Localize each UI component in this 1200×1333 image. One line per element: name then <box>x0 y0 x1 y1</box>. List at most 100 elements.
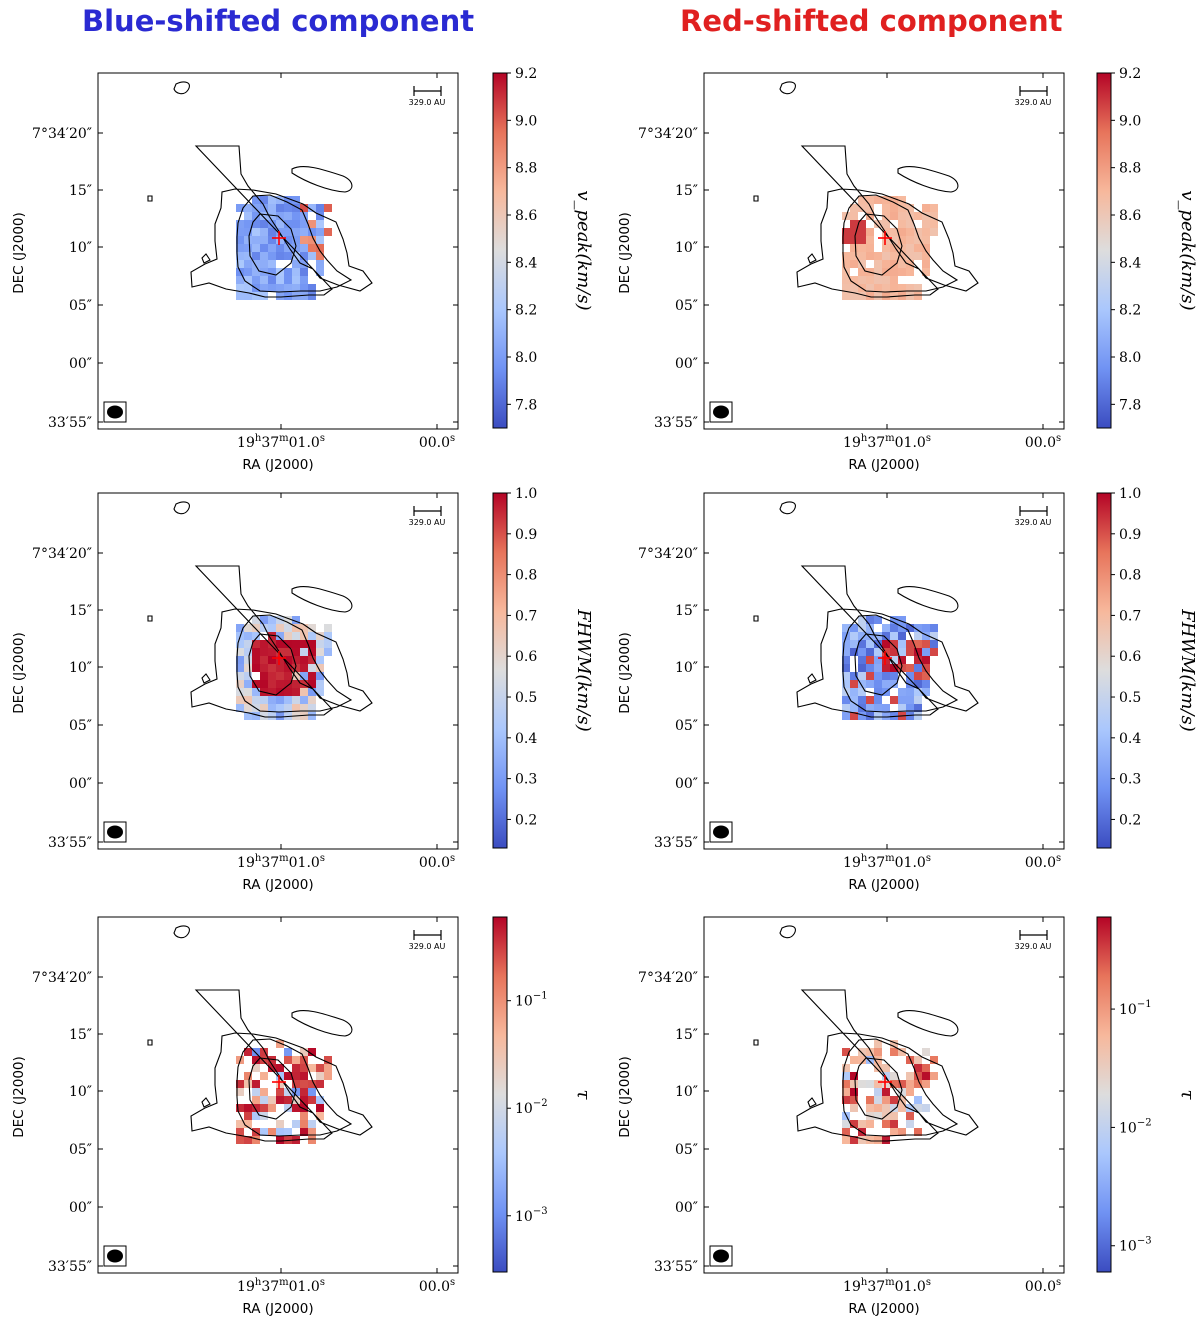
heatmap-pixel <box>850 236 858 244</box>
heatmap-pixel <box>874 712 882 720</box>
heatmap-pixel <box>260 292 268 300</box>
heatmap-pixel <box>244 656 252 664</box>
heatmap-pixel <box>898 640 906 648</box>
heatmap-pixel <box>276 204 284 212</box>
contour-rightblob <box>291 586 353 613</box>
heatmap-pixel <box>244 688 252 696</box>
heatmap-pixel <box>858 220 866 228</box>
heatmap-pixel <box>300 672 308 680</box>
heatmap-pixel <box>866 1048 874 1056</box>
heatmap-pixel <box>300 624 308 632</box>
colorbar-tick-label: 8.2 <box>515 303 537 319</box>
contour-middle <box>236 614 353 713</box>
contour-topblob <box>173 501 190 515</box>
heatmap-pixel <box>268 648 276 656</box>
heatmap-pixel <box>276 212 284 220</box>
colorbar-label: τ <box>1177 1090 1198 1101</box>
heatmap-pixel <box>858 688 866 696</box>
heatmap-pixel <box>244 704 252 712</box>
colorbar-tick-label: 8.2 <box>1119 303 1141 319</box>
heatmap-pixel <box>890 1048 898 1056</box>
heatmap-pixel <box>890 656 898 664</box>
colorbar-tick-label: 8.6 <box>515 208 537 224</box>
heatmap-pixel <box>308 688 316 696</box>
ytick-label: 05″ <box>675 718 698 734</box>
heatmap-pixel <box>858 656 866 664</box>
heatmap-pixel <box>842 276 850 284</box>
heatmap-pixel <box>858 1048 866 1056</box>
heatmap-pixel <box>276 252 284 260</box>
heatmap-pixel <box>244 1136 252 1144</box>
contour-small2 <box>807 1097 817 1108</box>
heatmap-pixel <box>922 680 930 688</box>
panel-red-tau: 329.0 AU 7°34′20″ 15″ 10″ 05″ 00″ 33′55″ 19h37m… <box>617 916 1198 1317</box>
heatmap-pixel <box>260 1128 268 1136</box>
heatmap-pixel <box>890 680 898 688</box>
heatmap-pixel <box>300 1088 308 1096</box>
contour-small2 <box>201 673 211 684</box>
heatmap-pixel <box>866 196 874 204</box>
heatmap-pixel <box>300 1072 308 1080</box>
heatmap-pixel <box>906 712 914 720</box>
ytick-label: 00″ <box>675 1200 698 1216</box>
colorbar-tick-label: 8.8 <box>1119 161 1141 177</box>
heatmap-pixel <box>850 1104 858 1112</box>
heatmap-pixel <box>268 252 276 260</box>
plot-area: 329.0 AU 7°34′20″ 15″ 10″ 05″ 00″ 33′55″ 19h37m… <box>11 66 594 473</box>
heatmap-pixel <box>292 244 300 252</box>
heatmap-pixel <box>898 1128 906 1136</box>
heatmap-pixel <box>850 680 858 688</box>
heatmap-pixel <box>268 196 276 204</box>
heatmap-pixel <box>292 616 300 624</box>
heatmap-pixel <box>268 284 276 292</box>
contour-small1 <box>753 1039 759 1046</box>
heatmap-pixel <box>874 292 882 300</box>
colorbar-tick-label: 0.2 <box>515 812 537 828</box>
beam-ellipse <box>107 1249 123 1263</box>
heatmap-pixel <box>260 648 268 656</box>
heatmap-pixel <box>292 260 300 268</box>
heatmap-pixel <box>300 664 308 672</box>
heatmap-pixel <box>244 284 252 292</box>
y-axis-label: DEC (J2000) <box>617 212 633 294</box>
heatmap-pixel <box>866 664 874 672</box>
heatmap-pixel <box>292 640 300 648</box>
heatmap-pixel <box>252 616 260 624</box>
heatmap-pixel <box>268 260 276 268</box>
colorbar-tick-label: 10−2 <box>515 1098 548 1117</box>
heatmap-pixel <box>292 196 300 204</box>
heatmap-pixel <box>850 292 858 300</box>
heatmap-pixel <box>260 1104 268 1112</box>
ytick-label: 33′55″ <box>48 835 92 851</box>
heatmap-pixel <box>922 244 930 252</box>
x-axis-label: RA (J2000) <box>848 457 919 473</box>
heatmap-pixel <box>300 292 308 300</box>
heatmap-pixel <box>906 252 914 260</box>
heatmap-pixel <box>276 632 284 640</box>
heatmap-pixel <box>842 260 850 268</box>
heatmap-pixel <box>906 648 914 656</box>
heatmap-pixel <box>914 648 922 656</box>
heatmap-pixel <box>922 228 930 236</box>
contour-small1 <box>147 1039 153 1046</box>
heatmap-pixel <box>308 292 316 300</box>
heatmap-pixel <box>914 696 922 704</box>
heatmap-pixel <box>882 712 890 720</box>
heatmap-pixel <box>858 632 866 640</box>
ytick-label: 7°34′20″ <box>638 126 698 142</box>
heatmap-pixel <box>874 252 882 260</box>
heatmap-pixel <box>308 656 316 664</box>
heatmap-pixel <box>842 292 850 300</box>
heatmap-pixel <box>874 1048 882 1056</box>
heatmap-pixel <box>874 640 882 648</box>
heatmap-pixel <box>276 696 284 704</box>
heatmap-pixel <box>858 672 866 680</box>
heatmap-pixel <box>292 648 300 656</box>
heatmap-pixel <box>252 1096 260 1104</box>
heatmap-pixel <box>300 1096 308 1104</box>
heatmap-pixel <box>922 1048 930 1056</box>
heatmap-pixel <box>300 260 308 268</box>
heatmap-pixel <box>268 624 276 632</box>
heatmap-pixel <box>324 640 332 648</box>
colorbar <box>492 916 508 1273</box>
